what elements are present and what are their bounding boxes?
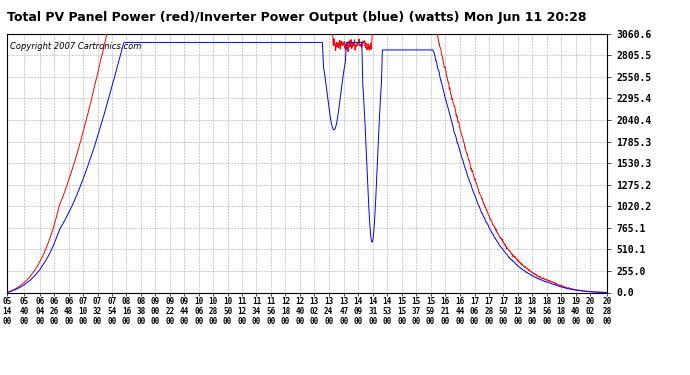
Text: Copyright 2007 Cartronics.com: Copyright 2007 Cartronics.com	[10, 42, 141, 51]
Text: Total PV Panel Power (red)/Inverter Power Output (blue) (watts) Mon Jun 11 20:28: Total PV Panel Power (red)/Inverter Powe…	[7, 11, 586, 24]
